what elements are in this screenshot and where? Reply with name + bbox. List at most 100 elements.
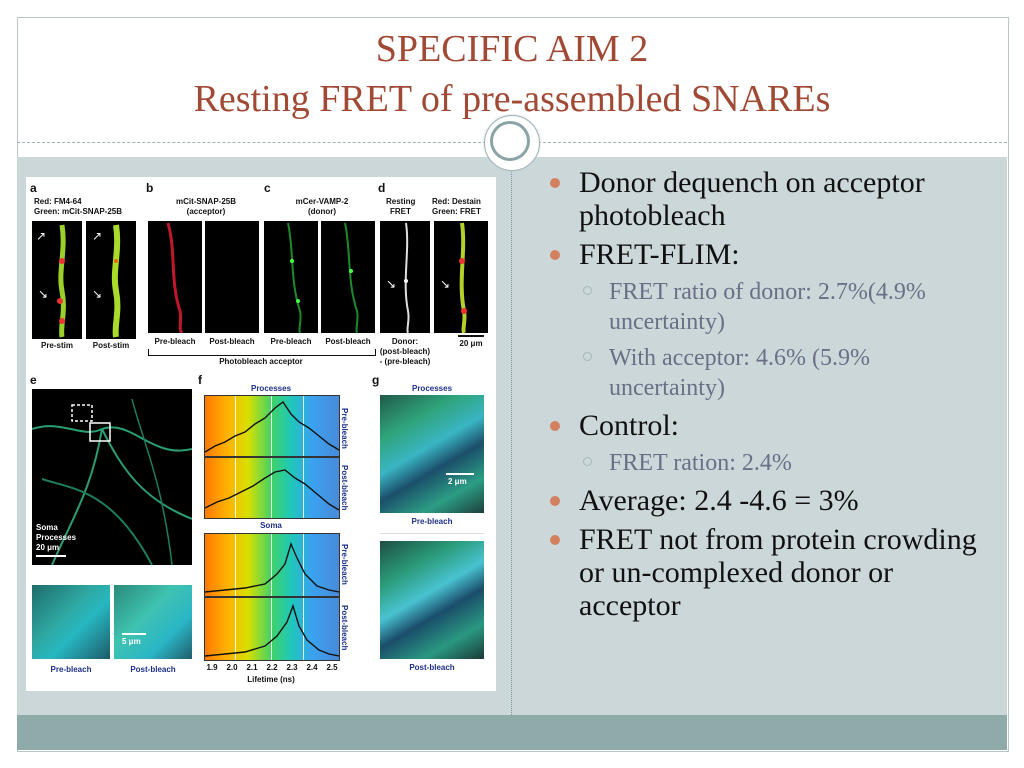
bullet-item: Average: 2.4 -4.6 = 3% [545,484,985,517]
figure: a Red: FM4-64 Green: mCit-SNAP-25B ↗ ↘ ↗… [26,177,496,691]
panel-e-zoom-left [32,585,110,659]
bullet-text: Control: [579,409,680,442]
panel-f-tick: 2.1 [246,663,258,672]
panel-a-image-right [86,221,136,339]
panel-c-title: mCer-VAMP-2 [295,197,349,206]
panel-c-image-right [321,221,375,333]
panel-e-caption-left: Pre-bleach [50,665,92,674]
bullet-item: Donor dequench on acceptor photobleach [545,166,985,232]
bullet-ring-icon [583,457,592,466]
panel-f-side-label-2: Post-bleach [340,465,349,511]
panel-e-scale-small-label: 5 μm [122,637,141,646]
bullet-text: FRET not from protein crowding or un-com… [579,523,977,622]
bullet-list: Donor dequench on acceptor photobleach F… [545,160,985,622]
panel-e-legend-processes: Processes [36,533,77,542]
panel-g-scale-label: 2 μm [448,477,467,486]
panel-d-caption-3: - (pre-bleach) [379,357,431,366]
panel-f-letter: f [198,373,202,387]
panel-d-caption-2: (post-bleach) [379,347,431,356]
panel-d-title-left-1: Resting [386,197,416,206]
panel-c-subtitle: (donor) [308,207,336,216]
panel-f-side-label-4: Post-bleach [340,605,349,651]
panel-b-title: mCit-SNAP-25B [175,197,236,206]
bullet-text: FRET ratio of donor: 2.7%(4.9% uncertain… [609,279,926,335]
panel-f-side-label-1: Pre-bleach [340,407,349,449]
spectrum-plot-3 [204,533,340,597]
panel-f-tick: 2.4 [306,663,318,672]
panel-e-scale-label: 20 μm [36,543,60,552]
panel-d-title-right-1: Red: Destain [432,197,481,206]
panel-c-image-left [264,221,318,333]
panel-b-caption-left: Pre-bleach [154,337,196,346]
bullet-text: FRET ration: 2.4% [609,450,792,476]
panel-g-caption-top: Pre-bleach [411,517,453,526]
footer-bar [17,715,1007,750]
panel-d-scale-label: 20 μm [459,339,483,348]
divider [380,533,484,534]
bullet-dot-icon [550,496,560,506]
panel-d-caption-1: Donor: [391,337,419,346]
bullet-dot-icon [550,250,560,260]
column-divider [511,157,512,715]
panel-a-label-red: Red: FM4-64 [34,197,82,206]
panel-b-image-left [148,221,202,333]
bullet-item: FRET-FLIM: [545,238,985,271]
panel-f-tick: 2.3 [286,663,298,672]
arrow-icon: ↘ [92,287,103,301]
sub-bullet-item: With acceptor: 4.6% (5.9% uncertainty) [545,343,985,403]
bullet-ring-icon [583,352,592,361]
panel-e-letter: e [30,373,37,387]
panel-f-tick: 2.2 [266,663,278,672]
panel-d-image-left [380,221,430,333]
panel-b-caption-right: Post-bleach [209,337,255,346]
panel-b-subtitle: (acceptor) [186,207,226,216]
panel-a-caption-right: Post-stim [92,341,130,350]
bullet-ring-icon [583,286,592,295]
panel-f-tick: 2.5 [326,663,338,672]
panel-a-label-green: Green: mCit-SNAP-25B [34,207,123,216]
arrow-icon: ↗ [36,229,47,243]
bullet-item: Control: [545,409,985,442]
panel-c-caption-left: Pre-bleach [270,337,312,346]
panel-f-side-label-3: Pre-bleach [340,543,349,585]
panel-g-caption-bottom: Post-bleach [409,663,455,672]
panel-e-zoom-right [114,585,192,659]
scale-bar [458,335,484,337]
sub-bullet-item: FRET ration: 2.4% [545,448,985,478]
panel-a-caption-left: Pre-stim [40,341,73,350]
panel-b-image-right [205,221,259,333]
panel-g-image-top [380,395,484,513]
bullet-dot-icon [550,421,560,431]
panel-a-image-left [32,221,82,339]
bullet-dot-icon [550,178,560,188]
panel-c-letter: c [264,181,271,195]
sub-bullet-item: FRET ratio of donor: 2.7%(4.9% uncertain… [545,277,985,337]
bullet-text: Donor dequench on acceptor photobleach [579,166,925,232]
circle-ornament [484,115,540,171]
panel-e-caption-right: Post-bleach [130,665,176,674]
arrow-icon: ↘ [440,277,451,291]
panel-f-title-soma: Soma [260,521,282,530]
panel-a-letter: a [30,181,37,195]
spectrum-plot-1 [204,395,340,457]
bullet-text: With acceptor: 4.6% (5.9% uncertainty) [609,345,870,401]
panel-f-xlabel: Lifetime (ns) [247,675,295,684]
panel-f-title-processes: Processes [250,384,292,393]
panel-d-title-right-2: Green: FRET [432,207,481,216]
scale-bar [122,633,146,635]
arrow-icon: ↘ [38,287,49,301]
slide-title-line-1: SPECIFIC AIM 2 [375,28,649,70]
panel-d-image-right [434,221,488,333]
title-area: SPECIFIC AIM 2 Resting FRET of pre-assem… [17,17,1007,143]
panel-f-tick: 2.0 [226,663,238,672]
scale-bar [446,473,474,475]
arrow-icon: ↘ [386,277,397,291]
panel-g-letter: g [372,373,380,387]
scale-bar [36,555,66,557]
panel-e-image [32,389,192,565]
panel-e-legend-soma: Soma [36,523,58,532]
panel-d-letter: d [378,181,386,195]
panel-f-tick: 1.9 [206,663,218,672]
panel-d-title-left-2: FRET [390,207,411,216]
spectrum-plot-2 [204,457,340,519]
